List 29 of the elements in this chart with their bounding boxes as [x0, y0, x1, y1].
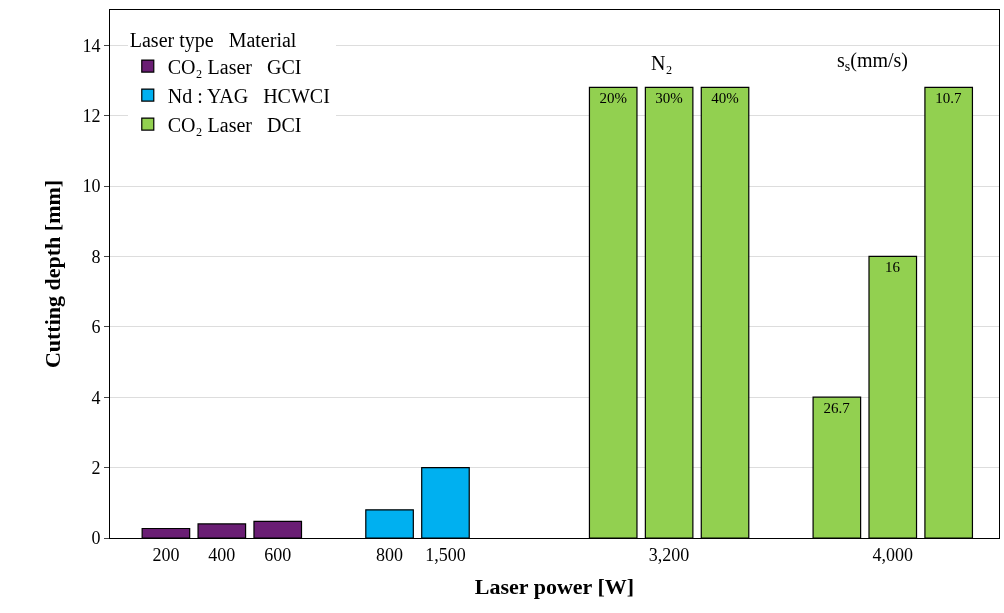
- x-tick-label: 1,500: [425, 544, 466, 565]
- y-tick-label: 4: [91, 387, 101, 408]
- x-tick-label: 200: [152, 544, 180, 565]
- x-tick-label: 400: [208, 544, 236, 565]
- annotation: 10.7: [935, 90, 963, 107]
- y-tick-label: 6: [91, 317, 101, 338]
- legend-label: CO₂ Laser DCI: [167, 113, 302, 136]
- legend-title: Laser type Material: [129, 28, 297, 52]
- annotation: 30%: [655, 90, 683, 107]
- y-tick-label: 12: [82, 105, 101, 126]
- x-tick-label: 4,000: [872, 544, 914, 565]
- y-tick-label: 2: [91, 457, 101, 478]
- x-tick-label: 3,200: [648, 544, 690, 565]
- y-tick-label: 8: [91, 246, 101, 267]
- annotation: s$_{s}$(mm/s): [837, 49, 909, 75]
- annotation: N₂: [651, 52, 673, 74]
- annotation: 20%: [599, 90, 627, 107]
- legend-label: Nd : YAG HCWCI: [167, 84, 330, 107]
- legend-label: CO₂ Laser GCI: [167, 55, 302, 78]
- y-tick-label: 0: [91, 528, 101, 549]
- x-axis-title: Laser power [W]: [474, 574, 635, 600]
- x-tick-label: 600: [264, 544, 292, 565]
- annotation: 26.7: [823, 400, 851, 417]
- annotation: 40%: [711, 90, 739, 107]
- y-tick-label: 14: [82, 35, 101, 56]
- y-axis-title: Cutting depth [mm]: [40, 179, 66, 369]
- annotation: 16: [885, 259, 901, 276]
- x-tick-label: 800: [376, 544, 404, 565]
- y-tick-label: 10: [82, 176, 101, 197]
